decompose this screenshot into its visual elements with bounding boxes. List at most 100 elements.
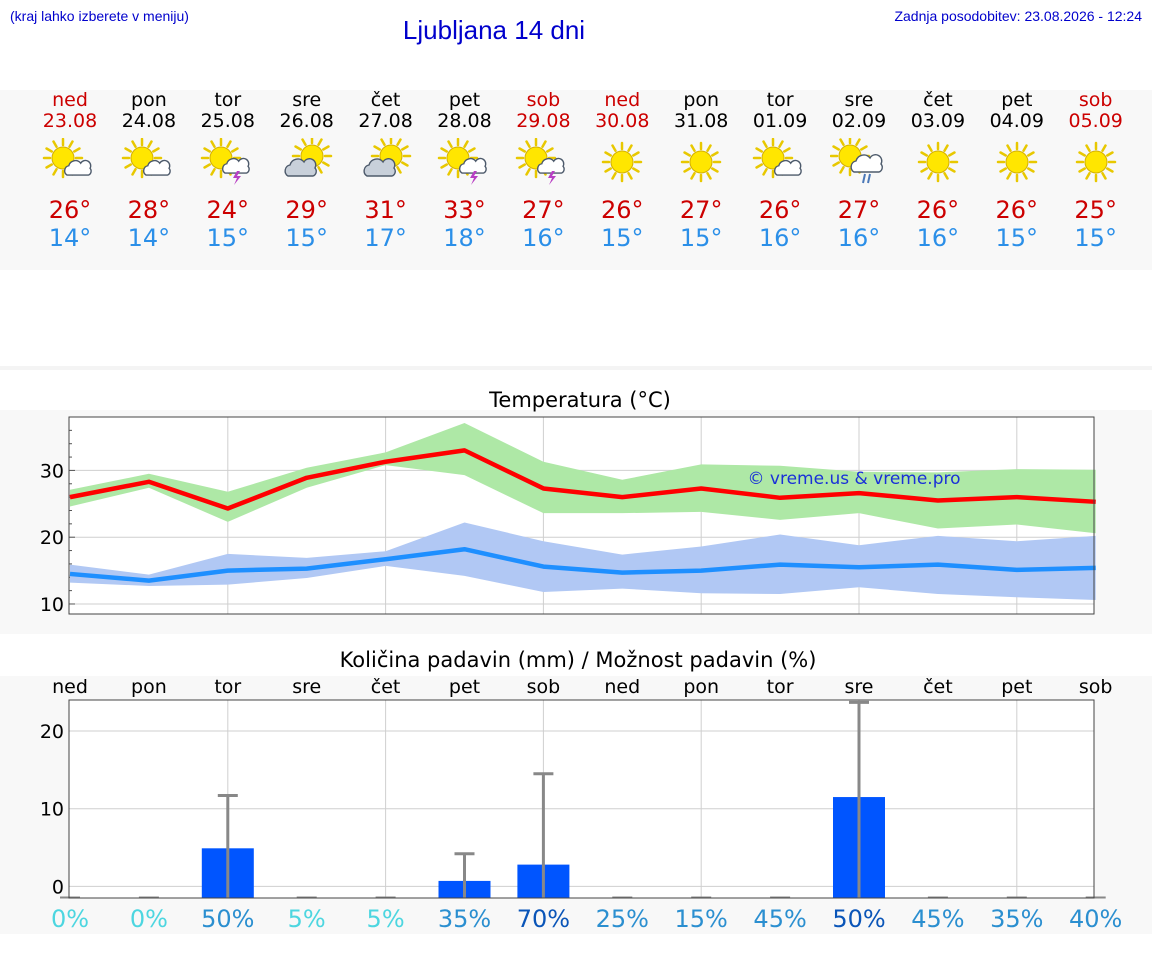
- precipitation-probability: 15%: [674, 905, 728, 933]
- x-tick-label: sre: [844, 676, 874, 698]
- forecast-day: čet 03.09 26° 16°: [893, 90, 983, 252]
- cloud-sun-icon: [363, 138, 411, 177]
- sun-cloud-icon: [121, 138, 171, 179]
- forecast-day: pon 31.08 27° 15°: [656, 90, 746, 252]
- precipitation-probability: 25%: [595, 905, 649, 933]
- y-tick-label: 0: [52, 876, 64, 898]
- day-name: sob: [526, 89, 561, 111]
- day-name: pon: [131, 89, 167, 111]
- max-temperature: 31°: [364, 196, 407, 224]
- day-name: čet: [923, 89, 953, 111]
- day-name: ned: [604, 89, 641, 111]
- day-name: sre: [844, 89, 874, 111]
- day-name: pon: [683, 89, 720, 111]
- forecast-day: pet 04.09 26° 15°: [972, 90, 1062, 252]
- max-temperature: 26°: [758, 196, 802, 224]
- y-tick-label: 10: [40, 799, 64, 821]
- day-date: 31.08: [673, 110, 729, 132]
- sun-cloud-rain-icon: [830, 138, 883, 184]
- forecast-day: tor 25.08 24° 15°: [183, 90, 273, 252]
- x-tick-label: pon: [131, 676, 167, 698]
- precipitation-probability: 5%: [366, 905, 405, 933]
- min-temperature: 15°: [679, 224, 723, 252]
- x-tick-label: pon: [683, 676, 720, 698]
- precipitation-probability: 0%: [50, 905, 90, 933]
- temperature-chart-title: Temperatura (°C): [489, 388, 671, 412]
- min-temperature-line: [69, 546, 1096, 583]
- day-date: 01.09: [752, 110, 808, 132]
- max-temperature: 26°: [601, 196, 644, 224]
- min-temperature-range: [70, 522, 1096, 600]
- day-date: 23.08: [42, 110, 98, 132]
- day-date: 24.08: [121, 110, 177, 132]
- min-temperature: 15°: [206, 224, 250, 252]
- x-tick-label: sre: [292, 676, 322, 698]
- sun-cloud-icon: [752, 138, 802, 179]
- day-date: 05.09: [1068, 110, 1123, 132]
- x-tick-label: sob: [1078, 676, 1113, 698]
- day-name: tor: [214, 89, 242, 111]
- day-name: sob: [1078, 89, 1113, 111]
- min-temperature: 16°: [916, 224, 960, 252]
- plot-frame: [68, 699, 1095, 899]
- x-tick-label: čet: [923, 676, 953, 698]
- forecast-day: sob 29.08 27° 16°: [498, 90, 588, 252]
- day-name: tor: [766, 89, 794, 111]
- day-date: 03.09: [910, 110, 966, 132]
- x-tick-label: sob: [526, 676, 561, 698]
- min-temperature: 14°: [48, 224, 92, 252]
- x-tick-label: ned: [604, 676, 641, 698]
- max-temperature: 27°: [837, 196, 881, 224]
- sun-cloud-storm-icon: [200, 138, 250, 185]
- sun-icon: [1075, 141, 1116, 183]
- min-temperature: 15°: [995, 224, 1039, 252]
- y-tick-label: 20: [40, 527, 64, 549]
- sun-icon: [602, 141, 643, 183]
- day-date: 28.08: [437, 110, 492, 132]
- plot-frame: [68, 416, 1095, 615]
- precipitation-chart-title: Količina padavin (mm) / Možnost padavin …: [339, 648, 817, 672]
- max-temperature: 26°: [995, 196, 1039, 224]
- min-temperature: 18°: [443, 224, 486, 252]
- day-name: ned: [52, 89, 88, 111]
- min-temperature: 15°: [1074, 224, 1117, 252]
- x-tick-label: čet: [370, 676, 401, 698]
- day-name: pet: [448, 89, 481, 111]
- min-temperature: 14°: [127, 224, 171, 252]
- day-date: 02.09: [831, 110, 887, 132]
- forecast-day: pet 28.08 33° 18°: [420, 90, 510, 252]
- max-temperature: 24°: [206, 196, 250, 224]
- precipitation-probability: 50%: [201, 905, 255, 933]
- sun-cloud-storm-icon: [437, 138, 487, 185]
- min-temperature: 16°: [758, 224, 802, 252]
- day-name: sre: [292, 89, 322, 111]
- max-temperature: 25°: [1074, 196, 1117, 224]
- max-temperature: 26°: [916, 196, 960, 224]
- forecast-day: čet 27.08 31° 17°: [341, 90, 431, 252]
- sun-icon: [996, 141, 1038, 183]
- max-temperature: 26°: [48, 196, 92, 224]
- min-temperature: 16°: [837, 224, 881, 252]
- max-temperature: 33°: [443, 196, 486, 224]
- sun-icon: [680, 141, 722, 183]
- y-tick-label: 20: [40, 721, 64, 743]
- day-date: 26.08: [279, 110, 334, 132]
- max-temperature: 27°: [679, 196, 723, 224]
- day-name: pet: [1001, 89, 1033, 111]
- x-tick-label: tor: [766, 676, 794, 698]
- precipitation-probability: 35%: [990, 905, 1044, 933]
- page-title: Ljubljana 14 dni: [402, 15, 586, 45]
- max-temperature-range: [70, 423, 1096, 534]
- x-tick-label: tor: [214, 676, 242, 698]
- min-temperature: 17°: [364, 224, 407, 252]
- max-temperature-line: [69, 448, 1096, 511]
- min-temperature: 15°: [285, 224, 328, 252]
- forecast-strip: [0, 90, 1152, 270]
- day-date: 29.08: [516, 110, 571, 132]
- min-temperature: 16°: [522, 224, 565, 252]
- sun-cloud-icon: [42, 138, 92, 179]
- day-date: 04.09: [989, 110, 1044, 132]
- x-tick-label: ned: [52, 676, 88, 698]
- precipitation-probability: 0%: [129, 905, 168, 933]
